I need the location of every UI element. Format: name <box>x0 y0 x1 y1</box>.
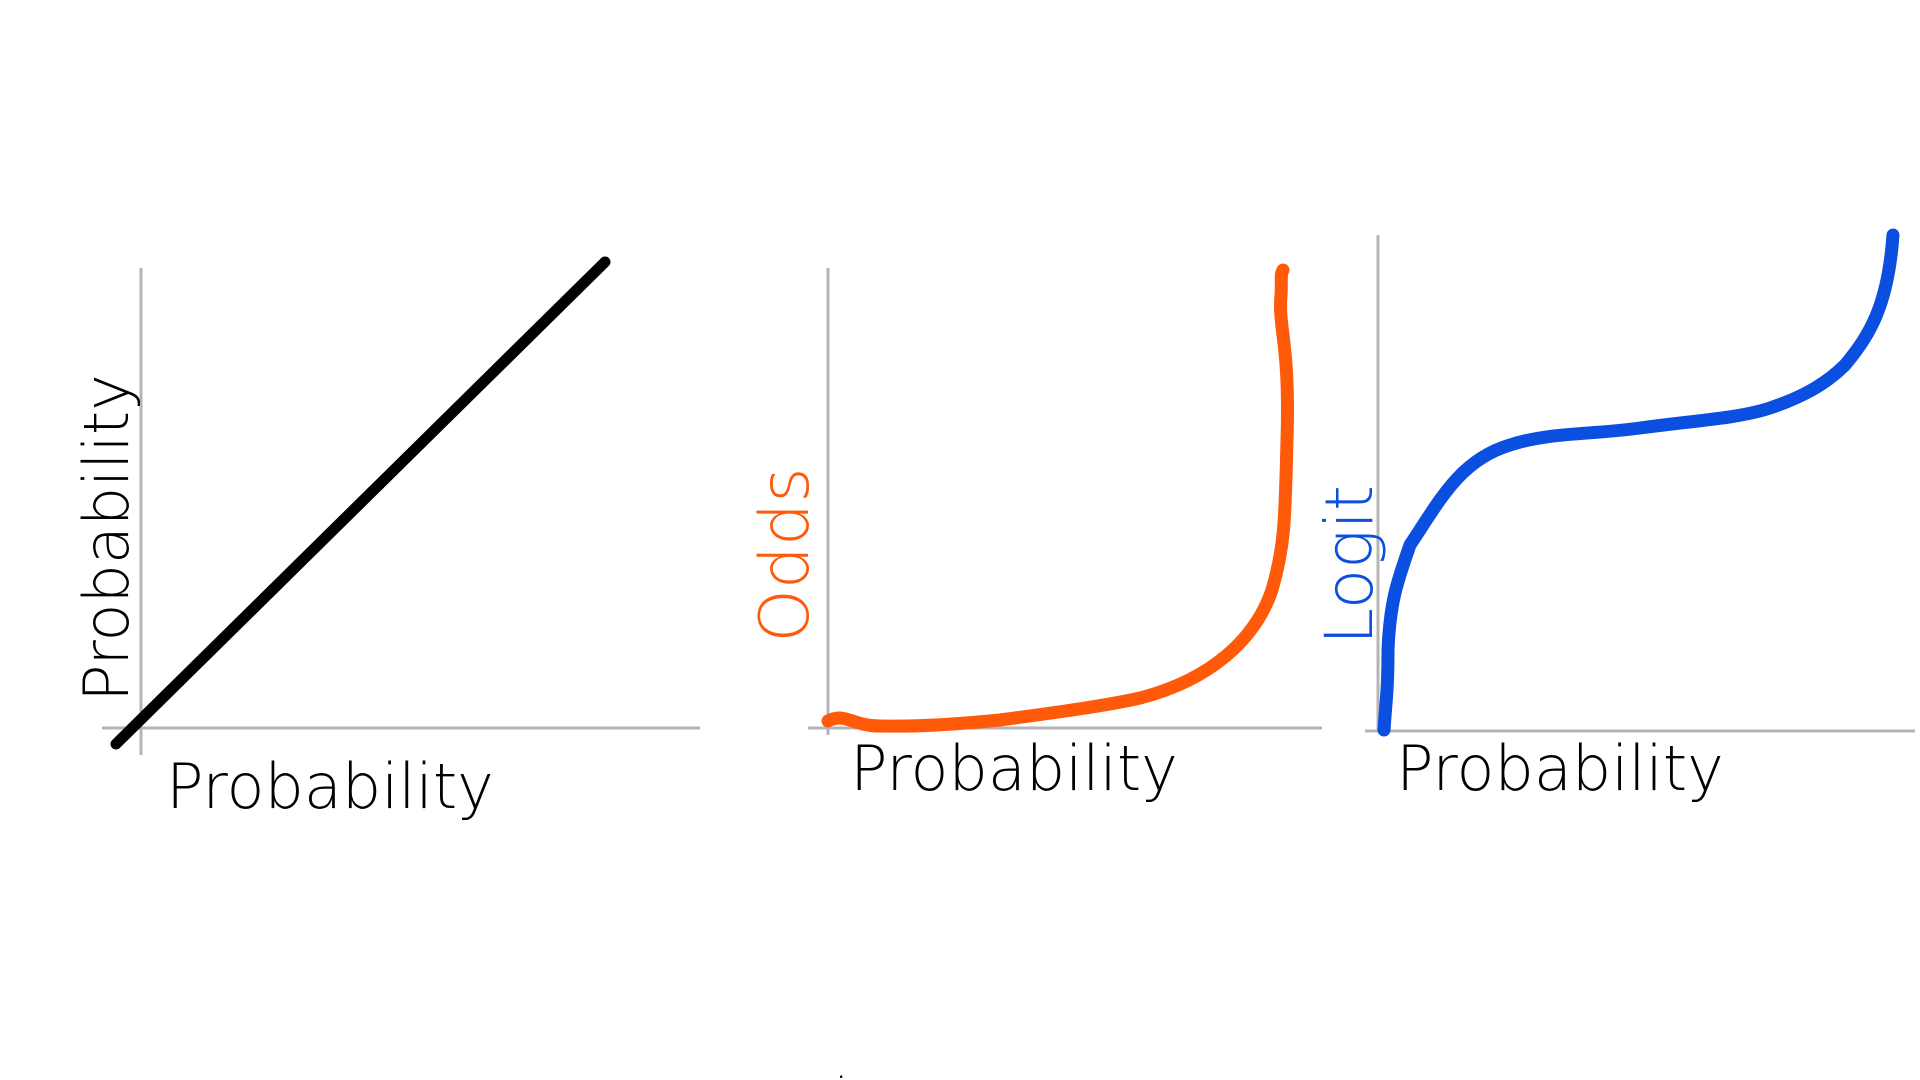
chart-panel-probability: Probability Probability <box>70 256 700 823</box>
series-line <box>1377 228 1900 737</box>
y-axis-label: Logit <box>1311 485 1388 645</box>
x-axis-label: Probability <box>850 732 1178 805</box>
stray-dot: . <box>838 1059 844 1080</box>
series-line <box>110 256 611 750</box>
chart-panel-odds: Probability Odds <box>746 263 1322 805</box>
y-axis-label: Odds <box>746 467 825 642</box>
x-axis-label: Probability <box>166 750 494 823</box>
chart-panel-logit: Probability Logit <box>1311 228 1915 805</box>
y-axis-label: Probability <box>70 374 143 702</box>
x-axis-label: Probability <box>1396 732 1724 805</box>
series-line <box>821 263 1294 733</box>
